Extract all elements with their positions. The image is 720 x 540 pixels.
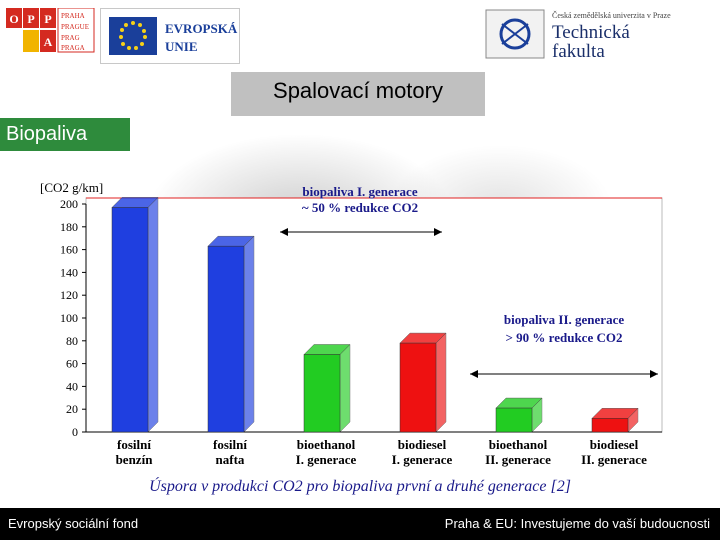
section-label: Biopaliva [0, 118, 130, 151]
cross-icon [501, 23, 529, 45]
opp-tile-p2 [40, 8, 56, 28]
y-axis-label: [CO2 g/km] [40, 180, 103, 195]
faculty-name-1: Technická [552, 22, 630, 43]
x-tick-label: biodiesel [398, 437, 447, 452]
eu-logo: EVROPSKÁ UNIE [100, 8, 240, 64]
x-tick-label: nafta [216, 452, 245, 467]
x-tick-label: II. generace [581, 452, 647, 467]
praha-label-1: PRAHA [61, 12, 85, 20]
annotation-2-arrowhead-right [650, 370, 658, 378]
opp-tile-yellow [23, 30, 39, 52]
x-tick-label: fosilní [213, 437, 247, 452]
x-tick-label: I. generace [392, 452, 453, 467]
y-tick-label: 0 [72, 425, 78, 439]
chart: 0 20 40 60 80 100 120 140 160 180 200 [CO2 g/km] fos… [30, 162, 670, 472]
footer-left-text: Evropský sociální fond [8, 516, 139, 531]
bar-side [147, 196, 159, 433]
x-tick-label: II. generace [485, 452, 551, 467]
opp-tile-a [40, 30, 56, 52]
praha-grid-box [57, 8, 95, 53]
opp-logo: O P P A PRAHA PRAGUE PRAG PRAGA [6, 8, 95, 53]
annotation-1-line2: ~ 50 % redukce CO2 [302, 200, 418, 215]
footer: Evropský sociální fond Praha & EU: Inves… [0, 508, 720, 540]
annotation-1-arrowhead-left [280, 228, 288, 236]
y-tick-label: 80 [66, 334, 78, 348]
annotation-2-arrowhead-left [470, 370, 478, 378]
y-tick-label: 40 [66, 379, 78, 393]
opp-letter-a: A [44, 35, 53, 49]
opp-letter-p2: P [44, 12, 51, 26]
plot-area [85, 197, 663, 433]
footer-right-text: Praha & EU: Investujeme do vaší budoucno… [444, 516, 710, 531]
x-tick-label: biodiesel [590, 437, 639, 452]
header: O P P A PRAHA PRAGUE PRAG PRAGA EVROPSKÁ… [0, 0, 720, 68]
bar [399, 342, 437, 433]
y-tick-label: 200 [60, 197, 78, 211]
opp-tile-o [6, 8, 22, 28]
y-tick-label: 100 [60, 311, 78, 325]
praha-label-3: PRAG [61, 34, 80, 42]
eu-text-line1: EVROPSKÁ [165, 21, 238, 36]
y-tick-label: 120 [60, 288, 78, 302]
chart-svg: 0 20 40 60 80 100 120 140 160 180 200 [CO2 g/km] fos… [40, 180, 663, 467]
annotation-2-line1: biopaliva II. generace [504, 312, 624, 327]
bar [495, 407, 533, 433]
y-tick-label: 180 [60, 220, 78, 234]
praha-label-4: PRAGA [61, 44, 85, 52]
annotation-2-line2: > 90 % redukce CO2 [506, 330, 623, 345]
title-box [231, 72, 485, 116]
faculty-logo: Česká zemědělská univerzita v Praze Tech… [485, 9, 671, 62]
gear-icon [499, 18, 531, 50]
x-tick-label: I. generace [296, 452, 357, 467]
bar [591, 418, 629, 433]
eu-text-line2: UNIE [165, 39, 198, 54]
y-tick-label: 60 [66, 357, 78, 371]
y-tick-label: 20 [66, 402, 78, 416]
x-tick-label: bioethanol [297, 437, 356, 452]
annotation-1-line1: biopaliva I. generace [302, 184, 417, 199]
university-name: Česká zemědělská univerzita v Praze [552, 10, 671, 20]
figure-caption: Úspora v produkci CO2 pro biopaliva prvn… [149, 478, 571, 495]
opp-tile-p1 [23, 8, 39, 28]
opp-letter-p1: P [27, 12, 34, 26]
opp-letter-o: O [9, 12, 18, 26]
eu-flag-icon: EVROPSKÁ UNIE [109, 17, 238, 55]
bar-side [243, 235, 255, 433]
page-title: Spalovací motory [273, 78, 443, 103]
x-tick-label: fosilní [117, 437, 151, 452]
praha-label-2: PRAGUE [61, 23, 89, 31]
bar [111, 207, 149, 433]
x-tick-label: bioethanol [489, 437, 548, 452]
faculty-name-2: fakulta [552, 41, 605, 62]
y-tick-label: 140 [60, 265, 78, 279]
annotation-1-arrowhead-right [434, 228, 442, 236]
bar [303, 354, 341, 433]
bar-side [339, 343, 351, 433]
bar [207, 245, 245, 433]
bar-side [435, 332, 447, 433]
x-tick-label: benzín [116, 452, 154, 467]
y-tick-label: 160 [60, 243, 78, 257]
